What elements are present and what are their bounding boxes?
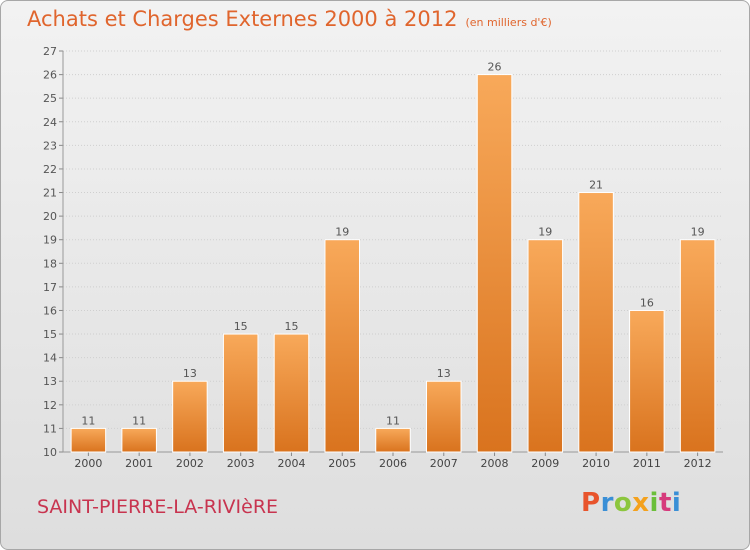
bar-2001 xyxy=(121,427,157,453)
data-labels: 11 11 13 15 15 19 11 13 26 19 21 16 19 xyxy=(81,61,704,428)
x-tick-label-2012: 2012 xyxy=(684,457,712,470)
data-label-2006: 11 xyxy=(386,414,400,427)
data-label-2000: 11 xyxy=(81,414,95,427)
commune-name: SAINT-PIERRE-LA-RIVIèRE xyxy=(37,496,279,518)
bar-2011 xyxy=(629,309,665,453)
data-label-2005: 19 xyxy=(335,226,349,239)
x-tick-label-2009: 2009 xyxy=(531,457,559,470)
data-label-2010: 21 xyxy=(589,179,603,192)
x-tick-label-2010: 2010 xyxy=(582,457,610,470)
y-tick-label: 27 xyxy=(43,45,57,58)
bar-2002 xyxy=(172,380,208,453)
bar-2010 xyxy=(578,192,614,453)
data-label-2001: 11 xyxy=(132,414,146,427)
bar-2009 xyxy=(527,239,564,453)
logo-letter: P xyxy=(581,488,601,518)
bar-2008 xyxy=(476,74,513,453)
bar-2004 xyxy=(273,333,310,453)
x-tick-label-2006: 2006 xyxy=(379,457,407,470)
y-tick-label: 13 xyxy=(43,375,57,388)
y-tick-label: 14 xyxy=(43,352,57,365)
data-label-2012: 19 xyxy=(691,226,705,239)
y-tick-label: 17 xyxy=(43,281,57,294)
y-tick-label: 11 xyxy=(43,422,57,435)
data-label-2009: 19 xyxy=(538,226,552,239)
proxiti-logo[interactable]: Proxiti xyxy=(581,488,681,518)
y-tick-label: 10 xyxy=(43,446,57,459)
chart-title-text: Achats et Charges Externes 2000 à 2012 xyxy=(27,7,458,31)
bars xyxy=(70,74,716,453)
y-tick-label: 16 xyxy=(43,304,57,317)
logo-letter: i xyxy=(649,488,659,518)
bar-2005 xyxy=(324,239,360,453)
axes: 10 11 12 13 14 15 16 17 18 19 20 21 22 23 24 25 26 27 2000… xyxy=(43,45,723,470)
y-tick-label: 18 xyxy=(43,257,57,270)
x-tick-label-2004: 2004 xyxy=(277,457,305,470)
x-tick-label-2008: 2008 xyxy=(481,457,509,470)
logo-letter: t xyxy=(658,488,672,518)
y-tick-label: 24 xyxy=(43,116,57,129)
data-label-2004: 15 xyxy=(284,320,298,333)
x-tick-label-2011: 2011 xyxy=(633,457,661,470)
logo-letter: x xyxy=(632,488,650,518)
bar-2000 xyxy=(70,427,107,453)
y-tick-label: 19 xyxy=(43,234,57,247)
y-tick-label: 22 xyxy=(43,163,57,176)
chart-title: Achats et Charges Externes 2000 à 2012 (e… xyxy=(27,7,552,31)
bar-2006 xyxy=(375,427,411,453)
x-tick-label-2005: 2005 xyxy=(328,457,356,470)
bar-2007 xyxy=(426,380,462,453)
data-label-2011: 16 xyxy=(640,296,654,309)
y-tick-label: 26 xyxy=(43,69,57,82)
data-label-2002: 13 xyxy=(183,367,197,380)
logo-letter: o xyxy=(613,488,633,518)
chart-unit: (en milliers d'€) xyxy=(465,16,552,29)
y-tick-label: 23 xyxy=(43,139,57,152)
data-label-2007: 13 xyxy=(437,367,451,380)
y-tick-label: 20 xyxy=(43,210,57,223)
y-tick-label: 12 xyxy=(43,399,57,412)
y-tick-label: 21 xyxy=(43,187,57,200)
x-tick-label-2007: 2007 xyxy=(430,457,458,470)
logo-letter: i xyxy=(671,488,682,518)
logo-letter: r xyxy=(600,488,614,518)
data-label-2008: 26 xyxy=(488,61,502,74)
bar-2003 xyxy=(222,333,259,453)
gridlines xyxy=(63,50,723,453)
y-tick-label: 15 xyxy=(43,328,57,341)
data-label-2003: 15 xyxy=(234,320,248,333)
x-tick-label-2002: 2002 xyxy=(176,457,204,470)
x-tick-label-2003: 2003 xyxy=(227,457,255,470)
bar-2012 xyxy=(679,239,716,453)
x-tick-label-2001: 2001 xyxy=(125,457,153,470)
x-tick-label-2000: 2000 xyxy=(74,457,102,470)
y-tick-label: 25 xyxy=(43,92,57,105)
